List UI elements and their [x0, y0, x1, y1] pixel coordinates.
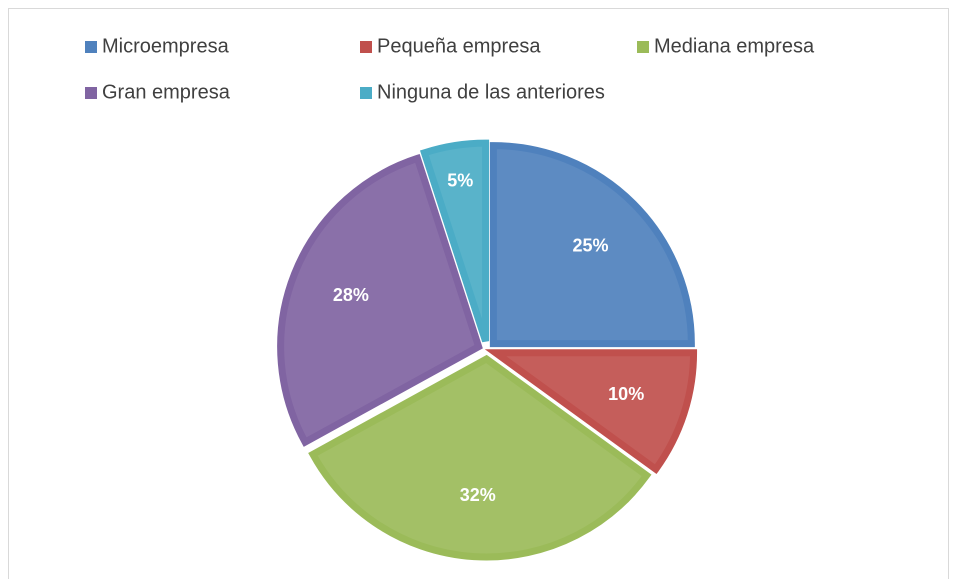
pie-slice [277, 153, 483, 447]
legend-label: Microempresa [102, 35, 230, 57]
slice-label: 5% [447, 170, 473, 190]
legend-swatch [360, 41, 372, 53]
legend-swatch [85, 87, 97, 99]
pie-slice [484, 349, 698, 475]
pie-slice [419, 139, 490, 343]
slice-label: 32% [460, 485, 496, 505]
legend-label: Gran empresa [102, 81, 231, 103]
legend-swatch [360, 87, 372, 99]
pie-slice [308, 354, 652, 561]
legend-swatch [85, 41, 97, 53]
legend-label: Ninguna de las anteriores [377, 81, 605, 103]
slice-label: 10% [608, 384, 644, 404]
slice-label: 28% [333, 285, 369, 305]
legend-label: Pequeña empresa [377, 35, 541, 57]
legend-swatch [637, 41, 649, 53]
pie-slice [489, 142, 695, 348]
legend-label: Mediana empresa [654, 35, 815, 57]
slice-label: 25% [572, 235, 608, 255]
